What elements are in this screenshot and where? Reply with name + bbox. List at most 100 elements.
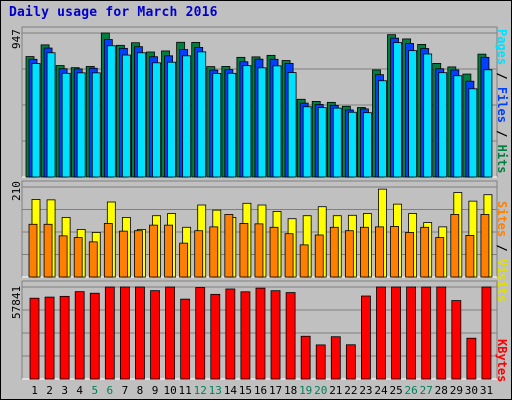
bar-sites-31 bbox=[480, 214, 490, 278]
bar-pages-30 bbox=[468, 88, 478, 178]
bar-pages-11 bbox=[182, 55, 192, 178]
day-label-18: 18 bbox=[284, 384, 297, 397]
bar-sites-26 bbox=[405, 232, 415, 278]
bar-pages-27 bbox=[423, 53, 433, 178]
day-label-5: 5 bbox=[91, 384, 98, 397]
day-label-31: 31 bbox=[480, 384, 493, 397]
bar-kbytes-18 bbox=[285, 292, 296, 380]
bar-pages-18 bbox=[287, 72, 297, 178]
middle-max-label: 210 bbox=[10, 181, 23, 201]
bar-pages-24 bbox=[378, 80, 387, 178]
bar-sites-16 bbox=[254, 223, 264, 278]
bar-pages-14 bbox=[227, 72, 237, 178]
bar-sites-13 bbox=[209, 226, 219, 278]
bar-sites-12 bbox=[194, 230, 204, 278]
bar-kbytes-7 bbox=[119, 286, 130, 380]
day-label-4: 4 bbox=[76, 384, 83, 397]
bar-kbytes-10 bbox=[165, 286, 175, 380]
bar-kbytes-13 bbox=[210, 293, 221, 380]
bar-pages-20 bbox=[317, 107, 327, 178]
day-label-24: 24 bbox=[374, 384, 388, 397]
day-label-28: 28 bbox=[435, 384, 448, 397]
day-label-17: 17 bbox=[269, 384, 282, 397]
legend-visits: Visits bbox=[495, 258, 509, 303]
bar-kbytes-24 bbox=[376, 286, 386, 380]
legend-pages: Pages bbox=[495, 29, 509, 66]
bar-pages-13 bbox=[212, 73, 222, 178]
bar-pages-17 bbox=[272, 65, 282, 178]
bar-pages-28 bbox=[438, 72, 448, 178]
bar-sites-24 bbox=[375, 226, 384, 278]
legend-hits: Hits bbox=[495, 144, 509, 174]
bar-sites-1 bbox=[28, 223, 38, 278]
bar-sites-19 bbox=[299, 244, 309, 278]
day-label-8: 8 bbox=[137, 384, 144, 397]
bar-pages-29 bbox=[453, 75, 463, 178]
bar-kbytes-29 bbox=[451, 300, 462, 380]
day-label-20: 20 bbox=[314, 384, 327, 397]
bar-kbytes-14 bbox=[225, 288, 236, 380]
day-label-3: 3 bbox=[61, 384, 68, 397]
bar-pages-26 bbox=[408, 50, 418, 178]
legend-kbytes: KBytes bbox=[495, 339, 509, 383]
day-label-23: 23 bbox=[359, 384, 372, 397]
bar-kbytes-5 bbox=[89, 292, 100, 380]
bar-kbytes-23 bbox=[361, 295, 371, 380]
bar-sites-9 bbox=[149, 224, 158, 278]
bottom-max-label: 57841 bbox=[10, 285, 23, 319]
day-label-15: 15 bbox=[239, 384, 252, 397]
legend-sep-2: / bbox=[495, 122, 509, 145]
bar-sites-27 bbox=[420, 226, 430, 278]
bar-pages-3 bbox=[61, 72, 71, 178]
bar-kbytes-1 bbox=[29, 297, 40, 380]
bar-sites-20 bbox=[314, 234, 324, 278]
day-label-27: 27 bbox=[420, 384, 433, 397]
bar-pages-5 bbox=[91, 72, 101, 178]
bar-sites-25 bbox=[390, 226, 399, 278]
top-max-label: 947 bbox=[10, 29, 23, 49]
bar-sites-7 bbox=[118, 230, 128, 278]
bar-pages-15 bbox=[242, 65, 252, 178]
bar-sites-6 bbox=[103, 223, 113, 278]
bar-kbytes-21 bbox=[330, 336, 341, 380]
middle-legend: Sites / Visits bbox=[495, 201, 509, 302]
bar-pages-16 bbox=[257, 67, 267, 178]
bar-kbytes-3 bbox=[59, 295, 70, 380]
day-label-26: 26 bbox=[405, 384, 418, 397]
bar-sites-28 bbox=[435, 237, 445, 278]
bar-sites-18 bbox=[284, 233, 294, 278]
bar-pages-23 bbox=[363, 112, 372, 178]
bar-pages-6 bbox=[106, 45, 116, 178]
bar-kbytes-27 bbox=[421, 286, 432, 380]
day-label-10: 10 bbox=[163, 384, 176, 397]
day-label-13: 13 bbox=[209, 384, 222, 397]
bar-pages-31 bbox=[483, 69, 493, 178]
day-label-22: 22 bbox=[344, 384, 357, 397]
bar-pages-1 bbox=[31, 63, 41, 178]
bar-pages-8 bbox=[137, 52, 146, 178]
bar-pages-2 bbox=[46, 52, 56, 178]
bar-kbytes-16 bbox=[255, 287, 266, 380]
day-label-29: 29 bbox=[450, 384, 463, 397]
day-label-6: 6 bbox=[107, 384, 114, 397]
bar-pages-9 bbox=[152, 62, 161, 178]
bar-kbytes-15 bbox=[240, 291, 251, 380]
legend-sites: Sites bbox=[495, 201, 509, 238]
bar-kbytes-30 bbox=[466, 337, 477, 380]
bar-sites-4 bbox=[73, 237, 83, 278]
bar-kbytes-2 bbox=[44, 296, 55, 380]
bar-sites-10 bbox=[164, 224, 173, 278]
bar-pages-4 bbox=[76, 72, 86, 178]
bar-kbytes-22 bbox=[345, 344, 356, 380]
bar-sites-8 bbox=[134, 230, 143, 278]
bar-sites-21 bbox=[329, 226, 339, 278]
bar-kbytes-8 bbox=[135, 286, 145, 380]
bar-kbytes-25 bbox=[391, 286, 401, 380]
day-label-16: 16 bbox=[254, 384, 267, 397]
bar-kbytes-17 bbox=[270, 290, 281, 380]
day-label-7: 7 bbox=[122, 384, 129, 397]
bar-sites-29 bbox=[450, 214, 460, 278]
bar-sites-5 bbox=[88, 241, 98, 278]
bar-pages-7 bbox=[121, 54, 131, 178]
